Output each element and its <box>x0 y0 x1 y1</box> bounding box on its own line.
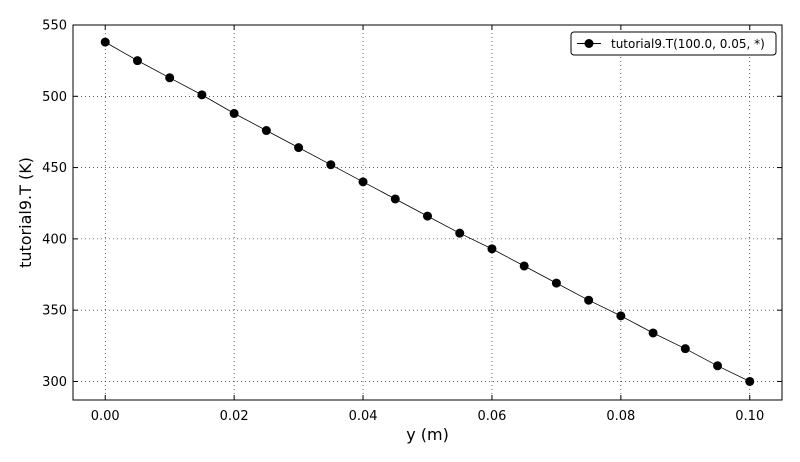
x-tick-label: 0.02 <box>220 409 249 424</box>
data-point <box>261 126 271 136</box>
data-point <box>713 361 723 371</box>
data-point <box>100 37 110 47</box>
data-point <box>229 108 239 118</box>
data-point <box>294 143 304 153</box>
legend-entry-label: tutorial9.T(100.0, 0.05, *) <box>611 37 765 51</box>
legend-marker <box>584 39 594 48</box>
data-point <box>455 228 465 238</box>
data-point <box>390 194 400 204</box>
y-tick-label: 450 <box>42 161 67 176</box>
data-point <box>745 376 755 386</box>
y-tick-label: 350 <box>42 304 67 319</box>
data-point <box>358 177 368 187</box>
y-tick-label: 400 <box>42 232 67 247</box>
legend: tutorial9.T(100.0, 0.05, *) <box>570 31 777 56</box>
data-point <box>132 56 142 66</box>
data-point <box>197 90 207 100</box>
x-axis-label: y (m) <box>406 425 449 444</box>
data-point <box>680 344 690 354</box>
data-point <box>616 311 626 321</box>
data-point <box>551 278 561 288</box>
x-tick-label: 0.04 <box>349 409 378 424</box>
y-tick-label: 550 <box>42 19 67 34</box>
y-tick-label: 500 <box>42 90 67 105</box>
data-point <box>519 261 529 271</box>
axis-ticks: 0.00 0.02 0.04 0.06 0.08 0.10 300 350 400 450 500 5… <box>42 19 782 424</box>
legend-box <box>570 31 777 56</box>
data-point <box>648 328 658 338</box>
data-point <box>326 160 336 170</box>
grid-lines <box>73 24 782 400</box>
x-tick-label: 0.00 <box>91 409 120 424</box>
y-axis-label: tutorial9.T (K) <box>16 157 35 268</box>
plot-area <box>72 24 783 401</box>
x-tick-label: 0.08 <box>606 409 635 424</box>
x-tick-label: 0.10 <box>735 409 764 424</box>
x-tick-label: 0.06 <box>477 409 506 424</box>
data-point <box>165 73 175 83</box>
series-layer <box>100 37 755 386</box>
y-tick-label: 300 <box>42 375 67 390</box>
data-point <box>423 211 432 221</box>
data-point <box>584 295 594 305</box>
data-point <box>487 244 497 254</box>
